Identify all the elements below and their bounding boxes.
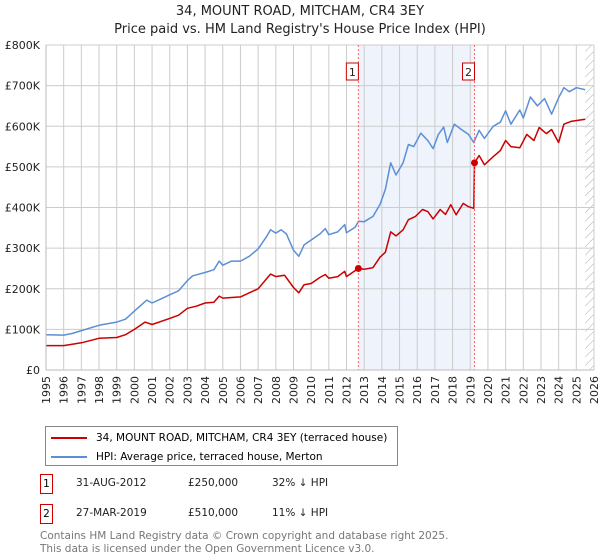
x-tick-label: 2018 xyxy=(447,376,460,404)
x-tick-label: 1996 xyxy=(58,376,71,404)
footer-copyright: Contains HM Land Registry data © Crown c… xyxy=(40,530,449,542)
x-tick-label: 2014 xyxy=(376,376,389,404)
y-tick-label: £0 xyxy=(26,364,40,377)
chart-title: 34, MOUNT ROAD, MITCHAM, CR4 3EY xyxy=(175,4,425,19)
property-price-line xyxy=(46,118,586,347)
legend-swatch-blue xyxy=(51,455,87,458)
sale-label-box xyxy=(462,62,476,81)
x-tick-label: 2013 xyxy=(358,376,371,404)
y-tick-label: £500K xyxy=(5,161,41,174)
transaction-date: 31-AUG-2012 xyxy=(76,477,147,489)
x-tick-label: 2009 xyxy=(287,376,300,404)
x-tick-label: 2012 xyxy=(341,376,354,404)
legend: 34, MOUNT ROAD, MITCHAM, CR4 3EY (terrac… xyxy=(45,426,399,466)
x-tick-label: 1997 xyxy=(75,376,88,404)
legend-label: 34, MOUNT ROAD, MITCHAM, CR4 3EY (terrac… xyxy=(96,431,388,444)
x-tick-label: 2000 xyxy=(128,376,141,404)
y-tick-label: £400K xyxy=(5,202,41,215)
x-tick-label: 2002 xyxy=(164,376,177,404)
y-tick-label: £100K xyxy=(5,323,41,336)
sale-point xyxy=(354,264,362,272)
x-tick-label: 2015 xyxy=(394,376,407,404)
sale-label-box xyxy=(345,62,359,81)
x-tick-label: 2004 xyxy=(199,376,212,404)
x-tick-label: 1998 xyxy=(93,376,106,404)
x-tick-label: 2001 xyxy=(146,376,159,404)
x-tick-label: 2010 xyxy=(305,376,318,404)
transaction-badge: 2 xyxy=(40,504,53,524)
chart-subtitle: Price paid vs. HM Land Registry's House … xyxy=(114,22,486,37)
transaction-diff: 11% ↓ HPI xyxy=(272,507,329,519)
y-tick-label: £600K xyxy=(5,120,41,133)
x-tick-label: 2005 xyxy=(217,376,230,404)
x-tick-label: 2011 xyxy=(323,376,336,404)
y-tick-label: £200K xyxy=(5,283,41,296)
footer: Contains HM Land Registry data © Crown c… xyxy=(40,530,448,556)
x-tick-label: 2019 xyxy=(464,376,477,404)
x-tick-label: 2008 xyxy=(270,376,283,404)
legend-swatch-red xyxy=(51,436,87,439)
transaction-badge: 1 xyxy=(40,474,53,494)
sale-point xyxy=(471,159,479,167)
footer-licence: This data is licensed under the Open Gov… xyxy=(40,543,375,555)
x-tick-label: 2020 xyxy=(482,376,495,404)
y-tick-label: £800K xyxy=(5,39,41,52)
x-tick-label: 2023 xyxy=(535,376,548,404)
x-tick-label: 2021 xyxy=(500,376,513,404)
y-tick-label: £300K xyxy=(5,242,41,255)
x-tick-label: 2025 xyxy=(570,376,583,404)
legend-item-hpi: HPI: Average price, terraced house, Mert… xyxy=(46,448,387,465)
price-chart: 1995 1996 1997 1998 1999 2000 2001 2002 2003 2004… xyxy=(5,39,600,404)
transaction-price: £250,000 xyxy=(188,477,239,489)
transaction-price: £510,000 xyxy=(188,507,239,519)
x-tick-label: 2017 xyxy=(429,376,442,404)
x-tick-label: 2026 xyxy=(588,376,600,404)
x-tick-label: 2022 xyxy=(517,376,530,404)
y-tick-label: £700K xyxy=(5,80,41,93)
legend-item-property: 34, MOUNT ROAD, MITCHAM, CR4 3EY (terrac… xyxy=(46,429,387,446)
x-tick-label: 2003 xyxy=(181,376,194,404)
transaction-date: 27-MAR-2019 xyxy=(76,507,147,519)
sale-label: 2 xyxy=(465,66,472,79)
sale-label: 1 xyxy=(349,66,356,79)
x-tick-label: 2024 xyxy=(553,376,566,404)
x-tick-label: 1999 xyxy=(111,376,124,404)
legend-label: HPI: Average price, terraced house, Mert… xyxy=(96,450,323,463)
hpi-line xyxy=(45,86,586,336)
x-tick-label: 2007 xyxy=(252,376,265,404)
x-tick-label: 2016 xyxy=(411,376,424,404)
x-tick-label: 2006 xyxy=(234,376,247,404)
transaction-diff: 32% ↓ HPI xyxy=(272,477,329,489)
x-tick-label: 1995 xyxy=(40,376,53,404)
